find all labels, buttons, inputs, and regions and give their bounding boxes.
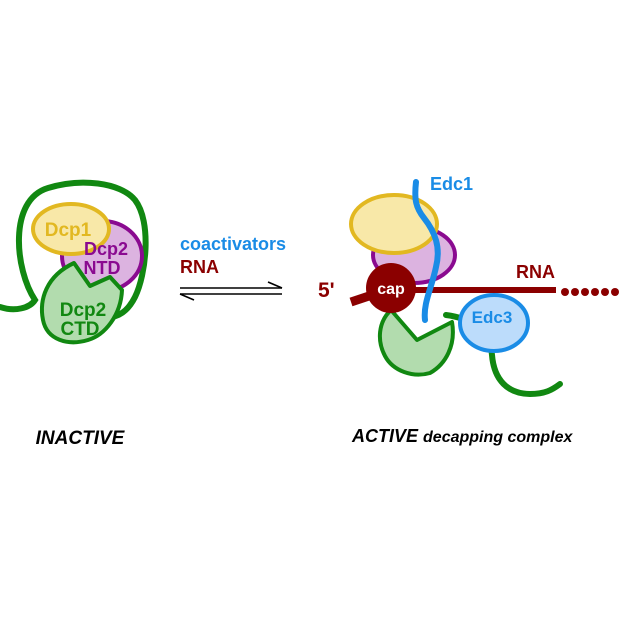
- cap-shape: [366, 263, 416, 313]
- reverse-arrow-head: [179, 293, 195, 301]
- rna-dot: [571, 288, 579, 296]
- active-complex: Edc1 5' cap RNA Edc3 ACTIVE decapping co…: [318, 174, 619, 446]
- inactive-complex: Dcp1 Dcp2 NTD Dcp2 CTD INACTIVE: [0, 179, 149, 449]
- active-dcp2-ctd-shape: [377, 308, 455, 377]
- rna-dot: [581, 288, 589, 296]
- inactive-dcp2-ctd-shape: [40, 261, 124, 345]
- edc1-strand: [412, 179, 441, 323]
- rna-dot: [591, 288, 599, 296]
- inactive-dcp2-linker: [0, 179, 149, 321]
- active-rna-label: RNA: [516, 262, 555, 282]
- forward-arrow-head: [267, 281, 283, 289]
- inactive-dcp1-shape: [31, 202, 111, 256]
- equilibrium-arrows: coactivators RNA: [179, 234, 286, 301]
- cap-label: cap: [377, 281, 405, 298]
- five-prime-label: 5': [318, 279, 335, 302]
- inactive-ntd-label-line1: Dcp2: [84, 239, 128, 259]
- active-caption: ACTIVE decapping complex: [351, 426, 574, 446]
- rna-dot: [561, 288, 569, 296]
- inactive-ntd-label-line2: NTD: [84, 258, 121, 278]
- edc3-label: Edc3: [472, 308, 513, 327]
- active-caption-rest: decapping complex: [423, 429, 573, 446]
- inactive-ctd-label-line2: CTD: [60, 319, 99, 340]
- coactivators-label: coactivators: [180, 234, 286, 254]
- equilibrium-rna-label: RNA: [180, 257, 219, 277]
- inactive-dcp1-label: Dcp1: [45, 220, 92, 241]
- rna-dot: [601, 288, 609, 296]
- inactive-caption: INACTIVE: [36, 428, 126, 449]
- rna-dot: [611, 288, 619, 296]
- active-dcp1-shape: [349, 193, 439, 255]
- inactive-ctd-label-line1: Dcp2: [60, 300, 106, 321]
- edc3-shape: [458, 293, 530, 353]
- edc1-label: Edc1: [430, 174, 473, 194]
- active-caption-bold: ACTIVE: [351, 426, 419, 446]
